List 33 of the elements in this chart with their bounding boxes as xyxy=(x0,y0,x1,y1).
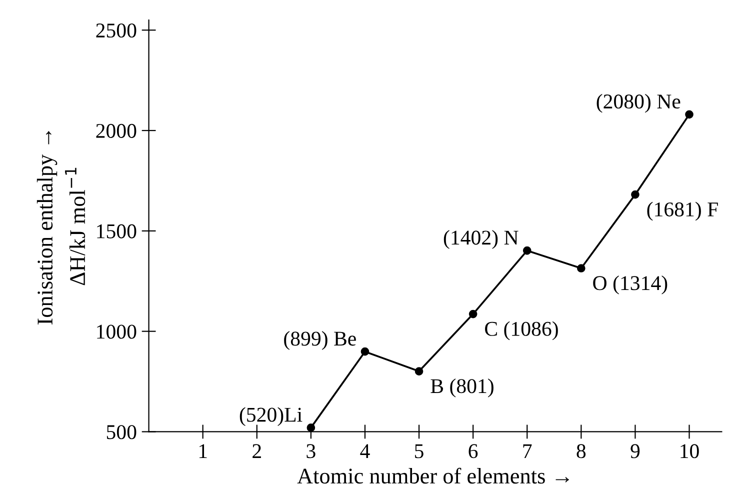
data-label: B (801) xyxy=(430,378,494,398)
point xyxy=(468,310,478,318)
x-tick-label: 5 xyxy=(415,444,424,458)
data-label: C (1086) xyxy=(485,321,558,340)
y-axis-title: Ionisation enthalpy → ΔH/kJ mol$^{−1}$ xyxy=(36,131,86,324)
data-label: (1402) N xyxy=(444,230,518,249)
point xyxy=(576,264,586,272)
x-axis-title: Atomic number of elements → xyxy=(297,468,569,484)
data-label: (1681) F xyxy=(647,202,718,221)
point xyxy=(360,347,370,356)
x-tick-label: 4 xyxy=(360,444,370,458)
point xyxy=(631,190,640,199)
x-tick-label: 3 xyxy=(306,444,316,458)
x-tick-label: 10 xyxy=(680,444,699,458)
point xyxy=(685,110,694,119)
data-label: (520)Li xyxy=(240,407,302,426)
x-tick-label: 7 xyxy=(523,444,532,458)
data-label: (2080) Ne xyxy=(596,94,680,113)
data-label: O (1314) xyxy=(593,275,668,294)
x-tick-label: 6 xyxy=(468,444,478,458)
data-label: (899) Be xyxy=(284,331,356,350)
x-tick-label: 1 xyxy=(199,444,207,458)
point xyxy=(414,367,424,376)
y-tick-label: 2500 xyxy=(96,23,136,38)
x-tick-label: 8 xyxy=(576,444,586,458)
x-tick-label: 2 xyxy=(252,444,261,458)
point xyxy=(306,424,316,432)
y-tick-label: 1000 xyxy=(97,324,136,339)
y-tick-label: 500 xyxy=(106,425,136,440)
point xyxy=(522,246,532,255)
y-tick-label: 2000 xyxy=(96,124,136,138)
x-tick-label: 9 xyxy=(630,444,640,458)
y-tick-label: 1500 xyxy=(97,224,136,238)
